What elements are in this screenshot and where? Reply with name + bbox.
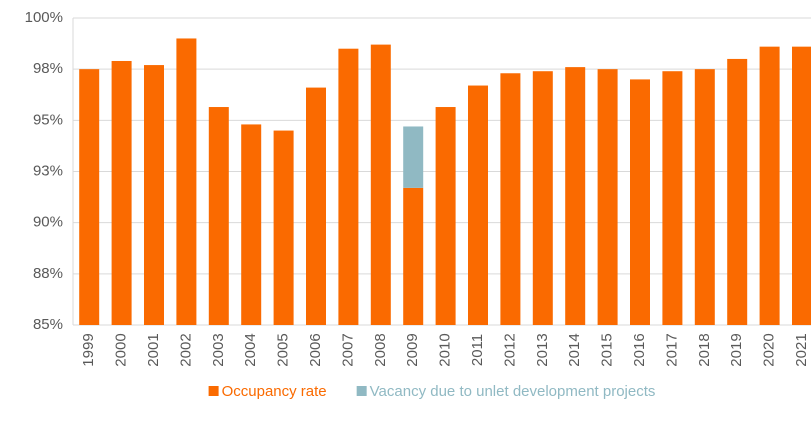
bar [370,44,391,326]
x-tick-label: 2011 [469,334,486,366]
y-tick-label: 100% [25,9,63,26]
y-tick-label: 85% [33,316,63,333]
x-tick-label: 2003 [210,333,227,366]
legend-label: Occupancy rate [222,383,327,400]
x-tick-label: 2010 [437,333,454,366]
bar [630,79,650,326]
bar [176,38,197,325]
x-tick-label: 2007 [339,333,356,366]
bar [727,58,748,325]
x-tick-label: 2008 [372,333,389,366]
bar [338,48,359,325]
x-tick-label: 2014 [566,333,583,366]
y-tick-label: 90% [33,214,63,231]
bar [532,71,553,325]
x-tick-label: 2009 [404,333,421,366]
bar [403,126,424,188]
bar [79,69,100,326]
bar [662,71,683,325]
x-tick-label: 2015 [599,333,616,366]
legend-label: Vacancy due to unlet development project… [370,383,656,400]
x-tick-label: 2005 [275,333,292,366]
bar [144,65,164,325]
x-tick-label: 2018 [696,333,713,366]
bar [468,85,488,325]
y-tick-label: 98% [33,60,63,77]
bar [306,87,326,325]
bar [241,124,262,325]
bar [111,60,132,325]
y-tick-label: 88% [33,265,63,282]
legend-swatch [356,386,367,396]
bar [435,107,456,325]
bar [597,69,618,326]
x-tick-label: 1999 [80,333,97,366]
x-tick-label: 2020 [761,333,778,366]
x-tick-label: 2012 [501,333,518,366]
x-tick-label: 2016 [631,333,648,366]
bar [273,130,294,325]
x-tick-label: 2013 [534,333,551,366]
x-tick-label: 2019 [728,333,745,366]
y-tick-label: 93% [33,162,63,179]
x-tick-label: 2021 [793,333,810,366]
legend-swatch [208,386,219,396]
y-tick-label: 95% [33,111,63,128]
x-tick-label: 2002 [177,333,194,366]
bar [500,73,521,325]
bar [403,187,424,325]
x-tick-label: 2001 [145,333,162,366]
x-tick-label: 2004 [242,333,259,366]
bar [792,46,811,326]
x-tick-label: 2000 [113,333,130,366]
bar [694,69,715,326]
bar [759,46,780,326]
bar [208,107,229,325]
x-tick-label: 2006 [307,333,324,366]
bar [565,67,586,326]
legend: Occupancy rate Vacancy due to unlet devel… [208,383,656,400]
x-tick-label: 2017 [663,333,680,366]
